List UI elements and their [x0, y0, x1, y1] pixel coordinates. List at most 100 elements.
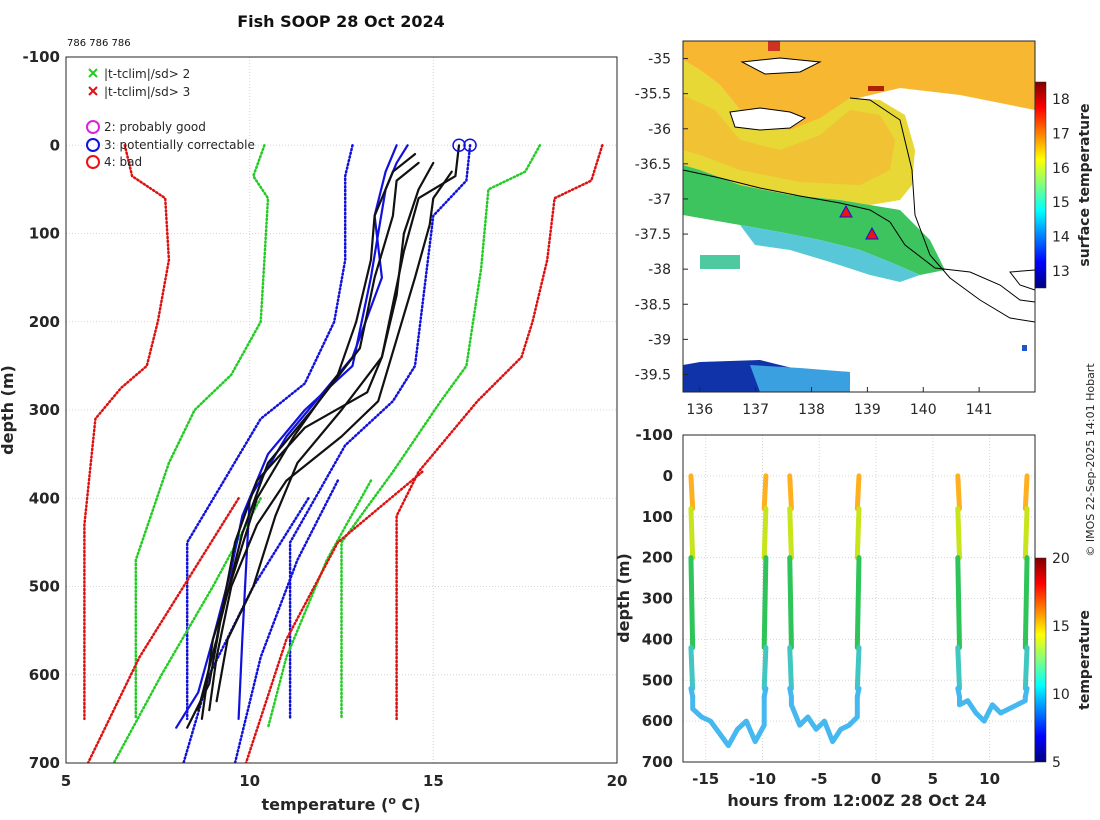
x-tick-label: 15 — [423, 772, 444, 790]
climatology-line — [244, 470, 424, 763]
profile-line — [200, 153, 417, 720]
cast-descent-segment — [955, 555, 962, 651]
sst-cyan-edge — [740, 225, 920, 282]
y-tick-label: 0 — [50, 136, 60, 154]
timeseries-chart: -15 -10 -5 0 5 10 -100 0 100 200 300 400 500 600 700 5… — [614, 426, 1093, 810]
ts-colorbar — [1034, 557, 1047, 763]
cast-ascent-segment — [761, 506, 769, 561]
colorbar-tick-label: 20 — [1052, 551, 1070, 567]
legend-item-bad: 4: bad — [86, 155, 142, 169]
credit-text: © IMOS 22-Sep-2025 14:01 Hobart — [1084, 363, 1097, 557]
flag-marker — [452, 138, 466, 152]
island-shape — [729, 107, 807, 131]
climatology-line — [395, 144, 604, 721]
x-tick-label: 140 — [910, 402, 937, 418]
x-tick-label: 5 — [61, 772, 71, 790]
map-chart: 136 137 138 139 140 141 -35 -35.5 -36 -36.5 -37 -37… — [635, 40, 1093, 418]
cast-descent-segment — [688, 645, 696, 691]
cast-ascent-segment — [761, 645, 769, 691]
cast-ascent-segment — [1022, 645, 1030, 691]
climatology-line — [233, 479, 340, 763]
x-marker-icon — [88, 86, 98, 96]
profile-ylabel: depth (m) — [0, 365, 17, 455]
cast-bottom-trace — [690, 694, 767, 749]
cast-bottom-trace — [957, 694, 1028, 724]
x-tick-label: -10 — [749, 770, 776, 788]
colorbar-tick-label: 18 — [1052, 92, 1070, 108]
y-tick-label: -37 — [648, 192, 671, 208]
colorbar-tick-label: 5 — [1052, 755, 1061, 771]
y-tick-label: -38 — [648, 262, 671, 278]
profile-axes-box — [65, 56, 618, 764]
cast-descent-segment — [955, 645, 962, 691]
cast-descent-segment — [787, 645, 794, 691]
cast-ascent-segment — [761, 473, 769, 512]
x-tick-label: 136 — [686, 402, 713, 418]
climatology-line — [185, 144, 354, 721]
y-tick-label: 500 — [642, 671, 673, 689]
x-tick-label: 10 — [979, 770, 1000, 788]
cast-descent-segment — [688, 506, 696, 561]
coastal-hotspot — [768, 41, 780, 51]
profile-chart: Fish SOOP 28 Oct 2024 786 786 786 5 10 15 2… — [0, 12, 627, 814]
y-tick-label: -100 — [635, 426, 673, 444]
x-tick-label: 141 — [966, 402, 993, 418]
colorbar-tick-label: 13 — [1052, 264, 1070, 280]
profile-series — [83, 138, 604, 763]
profile-xlabel: temperature (o C) — [261, 794, 420, 814]
cast-ascent-segment — [1022, 506, 1030, 561]
climatology-line — [134, 144, 270, 721]
legend-item-good: 2: probably good — [86, 120, 206, 134]
climatology-line — [83, 144, 171, 721]
legend-label: 3: potentially correctable — [104, 138, 255, 152]
y-tick-label: 100 — [29, 225, 60, 243]
flag-marker — [463, 138, 477, 152]
x-tick-label: 0 — [871, 770, 881, 788]
colorbar-tick-label: 10 — [1052, 687, 1070, 703]
timeseries-ticks: -15 -10 -5 0 5 10 -100 0 100 200 300 400 500 600 700 — [635, 426, 1000, 788]
y-tick-label: 400 — [29, 489, 60, 507]
coastline — [849, 97, 1035, 323]
timeseries-xlabel: hours from 12:00Z 28 Oct 24 — [727, 791, 986, 810]
coastline-east — [1009, 269, 1035, 291]
sst-speck — [1022, 345, 1027, 351]
y-tick-label: 0 — [663, 467, 673, 485]
circle-marker-icon — [86, 138, 100, 152]
cast-bottom-trace — [788, 694, 860, 745]
legend-item-correctable: 3: potentially correctable — [86, 138, 255, 152]
climatology-line — [86, 497, 240, 763]
cast-descent-segment — [688, 473, 696, 512]
map-colorbar — [1034, 81, 1047, 289]
colorbar-tick-label: 15 — [1052, 195, 1070, 211]
legend-label: |t-tclim|/sd> 3 — [104, 85, 190, 99]
profile-line — [186, 161, 420, 729]
timeseries-casts — [688, 473, 1030, 749]
y-tick-label: 500 — [29, 578, 60, 596]
cast-descent-segment — [787, 555, 794, 651]
cast-ascent-segment — [761, 555, 769, 651]
legend-label: 4: bad — [104, 155, 142, 169]
colorbar-tick-label: 15 — [1052, 619, 1070, 635]
cast-ascent-segment — [854, 645, 862, 691]
cast-descent-segment — [955, 473, 962, 512]
sst-cold-south-edge — [750, 365, 850, 392]
cast-ascent-segment — [1022, 555, 1030, 651]
climatology-line — [288, 144, 472, 721]
x-tick-label: 5 — [928, 770, 938, 788]
map-colorbar-label: surface temperature — [1077, 103, 1093, 266]
profile-ticks: 5 10 15 20 -100 0 100 200 300 400 500 600 700 — [22, 48, 627, 790]
timeseries-ylabel: depth (m) — [614, 553, 633, 643]
circle-marker-icon — [86, 155, 100, 169]
ts-colorbar-ticks: 5 10 15 20 — [1052, 551, 1070, 771]
y-tick-label: -36.5 — [635, 157, 671, 173]
cast-descent-segment — [688, 555, 696, 651]
cast-ascent-segment — [854, 473, 862, 512]
y-tick-label: 100 — [642, 508, 673, 526]
y-tick-label: 600 — [29, 666, 60, 684]
colorbar-tick-label: 14 — [1052, 230, 1070, 246]
coastal-hotspot — [868, 86, 884, 91]
y-tick-label: 700 — [29, 754, 60, 772]
shelf-isobath — [683, 169, 1035, 303]
cast-ascent-segment — [1022, 473, 1030, 512]
